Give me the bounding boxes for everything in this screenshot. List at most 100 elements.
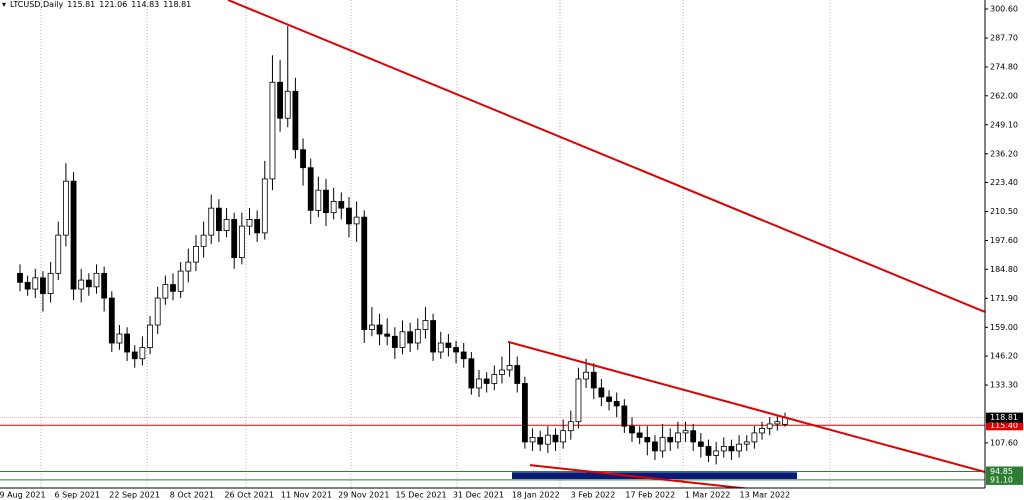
- candle-body: [223, 218, 230, 232]
- candle-body: [70, 180, 77, 290]
- candle-body: [315, 189, 322, 211]
- x-tick-label: 17 Feb 2022: [625, 491, 675, 500]
- candle-body: [437, 342, 444, 353]
- candle-body: [215, 207, 222, 232]
- candle-body: [208, 207, 215, 236]
- candle-body: [93, 272, 100, 288]
- candle-body: [101, 272, 108, 299]
- menu-arrow: ▾: [2, 0, 7, 9]
- candle-body: [652, 441, 658, 452]
- candle-body: [63, 180, 69, 236]
- candle-body: [24, 281, 31, 290]
- x-tick-label: 11 Nov 2021: [281, 491, 332, 500]
- price-label-box: [986, 466, 1023, 477]
- y-tick-label: 197.60: [990, 236, 1018, 245]
- trendline: [227, 0, 985, 313]
- candle-body: [728, 446, 735, 452]
- candle-body: [629, 425, 635, 434]
- candle-body: [376, 324, 383, 335]
- y-tick-label: 262.00: [990, 91, 1018, 100]
- zone: [512, 472, 797, 480]
- price-label: 118.81: [990, 413, 1018, 422]
- ohlc-open: 115.81: [67, 0, 96, 9]
- candle-body: [116, 333, 123, 344]
- candle-body: [261, 178, 268, 234]
- candle-body: [774, 421, 781, 425]
- symbol: LTCUSD,Daily: [10, 0, 64, 9]
- candle-body: [238, 225, 245, 258]
- candle-body: [399, 331, 406, 348]
- candle-body: [743, 441, 750, 445]
- candle-body: [667, 437, 674, 443]
- candle-body: [675, 432, 681, 443]
- price-label-box: [986, 474, 1023, 485]
- candle-body: [560, 430, 567, 443]
- candle-body: [330, 201, 337, 214]
- candle-body: [575, 378, 582, 423]
- plot: [0, 0, 985, 488]
- candle-body: [78, 279, 85, 290]
- candle-body: [346, 207, 352, 225]
- candle-body: [246, 218, 253, 227]
- candle-body: [307, 167, 314, 211]
- ohlc-high: 121.06: [99, 0, 128, 9]
- trendline: [529, 464, 751, 488]
- candle-body: [713, 450, 720, 456]
- candle-body: [736, 443, 742, 452]
- axis: 300.60 287.70 274.80 262.00 249.10 236.20 223.…: [0, 4, 1023, 500]
- candle-body: [368, 324, 375, 330]
- candle-body: [231, 218, 238, 258]
- candle-body: [453, 347, 459, 353]
- candle-body: [300, 149, 306, 169]
- candle-body: [506, 365, 513, 371]
- candle-body: [552, 434, 559, 443]
- candle-body: [391, 335, 398, 348]
- y-tick-label: 236.20: [990, 149, 1018, 158]
- candle-body: [162, 284, 169, 299]
- y-tick-label: 274.80: [990, 62, 1018, 71]
- candle-body: [170, 284, 176, 292]
- x-tick-label: 31 Dec 2021: [453, 491, 504, 500]
- x-tick-label: 22 Sep 2021: [109, 491, 160, 500]
- candle-body: [705, 446, 712, 456]
- candle-body: [529, 437, 536, 443]
- candle-body: [522, 383, 528, 443]
- candle-body: [583, 371, 589, 380]
- candle-body: [353, 216, 360, 225]
- y-tick-label: 159.00: [990, 323, 1018, 332]
- candle-body: [476, 378, 482, 389]
- candle-body: [40, 277, 46, 294]
- grid: [40, 0, 831, 488]
- trendline: [507, 340, 985, 474]
- y-tick-label: 171.90: [990, 294, 1018, 303]
- candle-body: [590, 371, 597, 389]
- x-tick-label: 6 Sep 2021: [54, 491, 100, 500]
- candle-body: [751, 432, 758, 443]
- chart-header: ▾ LTCUSD,Daily 115.81 121.06 114.83 118.81: [2, 0, 195, 9]
- y-tick-label: 133.30: [990, 381, 1018, 390]
- candle-body: [606, 396, 612, 402]
- candle-body: [17, 272, 23, 283]
- candle-body: [154, 297, 161, 326]
- ohlc-close: 118.81: [163, 0, 192, 9]
- candle-body: [414, 329, 421, 344]
- candle-body: [544, 434, 551, 445]
- x-tick-label: 19 Aug 2021: [0, 491, 46, 500]
- candle-body: [636, 432, 643, 438]
- x-tick-label: 29 Nov 2021: [338, 491, 389, 500]
- y-tick-label: 300.60: [990, 4, 1018, 13]
- candle-body: [277, 81, 284, 119]
- price-label: 91.10: [990, 475, 1013, 484]
- candle-body: [338, 201, 345, 209]
- x-tick-label: 26 Oct 2021: [224, 491, 273, 500]
- candle-body: [598, 387, 605, 398]
- candle-body: [644, 437, 651, 443]
- candle-body: [254, 218, 261, 234]
- candle-body: [193, 245, 199, 263]
- x-tick-label: 8 Oct 2021: [170, 491, 214, 500]
- y-tick-label: 223.40: [990, 178, 1018, 187]
- x-tick-label: 3 Feb 2022: [571, 491, 616, 500]
- y-tick-label: 249.10: [990, 120, 1018, 129]
- candle-body: [407, 331, 414, 344]
